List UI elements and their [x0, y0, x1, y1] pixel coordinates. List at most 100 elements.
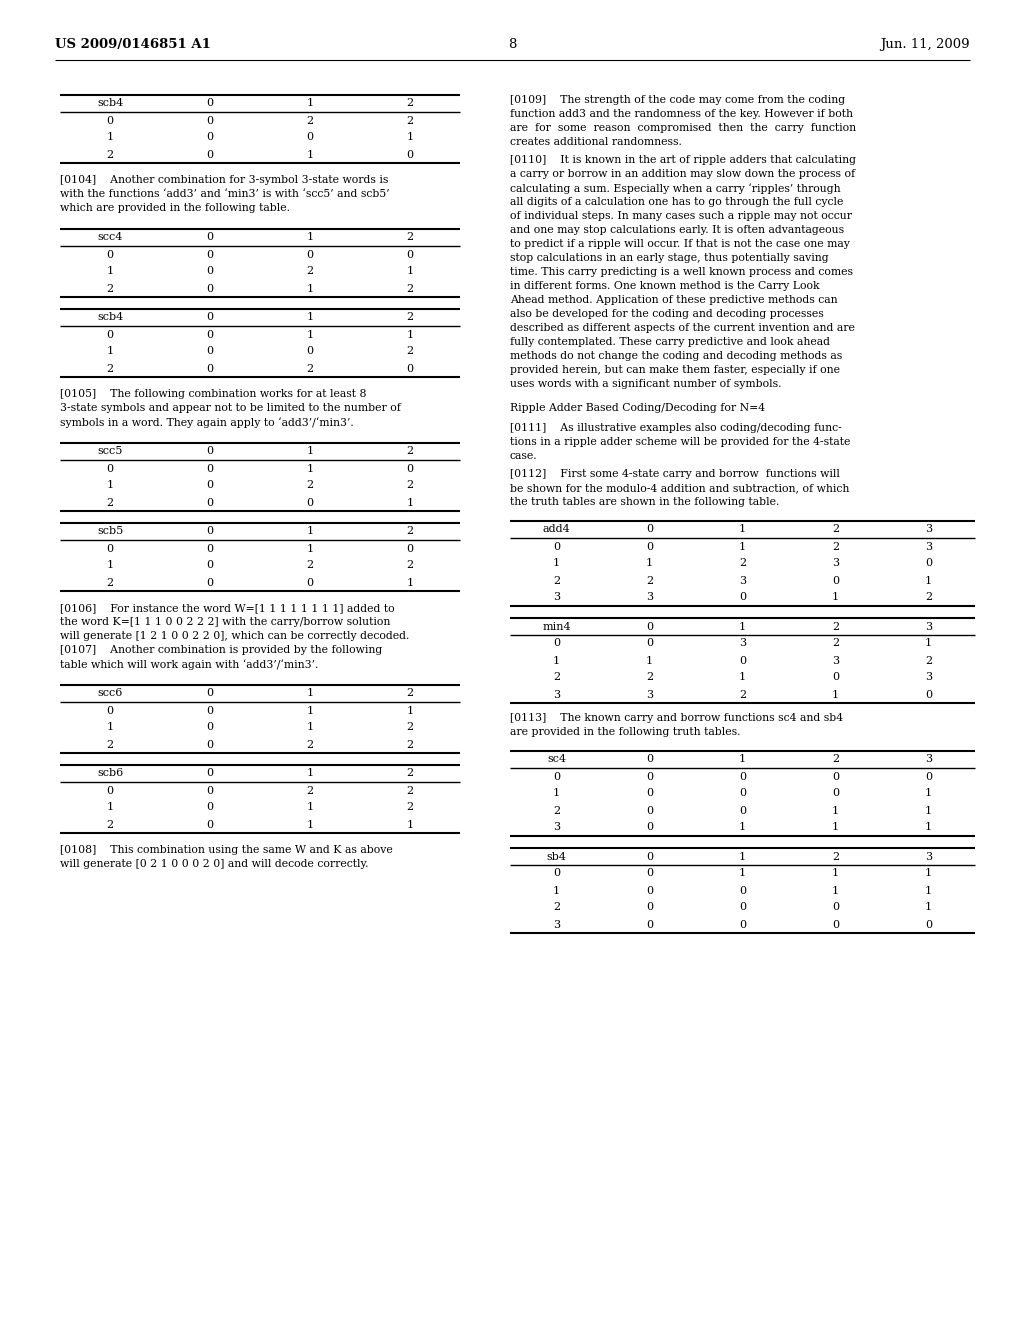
Text: provided herein, but can make them faster, especially if one: provided herein, but can make them faste… — [510, 366, 840, 375]
Text: 0: 0 — [207, 689, 214, 698]
Text: 3: 3 — [925, 672, 932, 682]
Text: 0: 0 — [207, 116, 214, 125]
Text: 8: 8 — [508, 38, 516, 51]
Text: 0: 0 — [646, 788, 653, 799]
Text: [0112]    First some 4-state carry and borrow  functions will: [0112] First some 4-state carry and borr… — [510, 469, 840, 479]
Text: 2: 2 — [925, 656, 932, 665]
Text: 0: 0 — [739, 920, 746, 929]
Text: 3: 3 — [553, 822, 560, 833]
Text: 0: 0 — [207, 346, 214, 356]
Text: function add3 and the randomness of the key. However if both: function add3 and the randomness of the … — [510, 110, 853, 119]
Text: 2: 2 — [407, 785, 414, 796]
Text: 2: 2 — [407, 803, 414, 813]
Text: 0: 0 — [207, 544, 214, 553]
Text: 1: 1 — [925, 869, 932, 879]
Text: 1: 1 — [739, 822, 746, 833]
Text: 1: 1 — [925, 639, 932, 648]
Text: 1: 1 — [407, 578, 414, 587]
Text: 1: 1 — [739, 541, 746, 552]
Text: 2: 2 — [646, 576, 653, 586]
Text: 2: 2 — [407, 313, 414, 322]
Text: 0: 0 — [831, 576, 839, 586]
Text: 2: 2 — [306, 267, 313, 276]
Text: 1: 1 — [739, 524, 746, 535]
Text: 2: 2 — [739, 689, 746, 700]
Text: to predict if a ripple will occur. If that is not the case one may: to predict if a ripple will occur. If th… — [510, 239, 850, 249]
Text: [0110]    It is known in the art of ripple adders that calculating: [0110] It is known in the art of ripple … — [510, 154, 856, 165]
Text: 0: 0 — [646, 622, 653, 631]
Text: 3: 3 — [646, 593, 653, 602]
Text: Ahead method. Application of these predictive methods can: Ahead method. Application of these predi… — [510, 294, 838, 305]
Text: the word K=[1 1 1 0 0 2 2 2] with the carry/borrow solution: the word K=[1 1 1 0 0 2 2 2] with the ca… — [60, 616, 390, 627]
Text: 0: 0 — [207, 267, 214, 276]
Text: 2: 2 — [925, 593, 932, 602]
Text: 1: 1 — [106, 267, 114, 276]
Text: 2: 2 — [831, 639, 839, 648]
Text: 1: 1 — [407, 498, 414, 507]
Text: 1: 1 — [553, 886, 560, 895]
Text: 1: 1 — [739, 622, 746, 631]
Text: 0: 0 — [831, 920, 839, 929]
Text: 0: 0 — [207, 561, 214, 570]
Text: 1: 1 — [306, 803, 313, 813]
Text: 2: 2 — [106, 149, 114, 160]
Text: 2: 2 — [306, 480, 313, 491]
Text: 1: 1 — [106, 722, 114, 733]
Text: 3: 3 — [553, 593, 560, 602]
Text: sb4: sb4 — [547, 851, 566, 862]
Text: 0: 0 — [407, 544, 414, 553]
Text: 0: 0 — [207, 527, 214, 536]
Text: 2: 2 — [407, 739, 414, 750]
Text: described as different aspects of the current invention and are: described as different aspects of the cu… — [510, 323, 855, 333]
Text: 1: 1 — [306, 527, 313, 536]
Text: 0: 0 — [739, 593, 746, 602]
Text: 0: 0 — [553, 639, 560, 648]
Text: 1: 1 — [306, 284, 313, 293]
Text: 0: 0 — [925, 920, 932, 929]
Text: 1: 1 — [646, 558, 653, 569]
Text: 0: 0 — [207, 132, 214, 143]
Text: 0: 0 — [646, 755, 653, 764]
Text: 0: 0 — [739, 656, 746, 665]
Text: 2: 2 — [831, 524, 839, 535]
Text: 1: 1 — [739, 851, 746, 862]
Text: 3: 3 — [831, 656, 839, 665]
Text: 0: 0 — [407, 149, 414, 160]
Text: 1: 1 — [739, 869, 746, 879]
Text: 2: 2 — [407, 232, 414, 243]
Text: sc4: sc4 — [547, 755, 566, 764]
Text: 0: 0 — [207, 363, 214, 374]
Text: 1: 1 — [925, 822, 932, 833]
Text: add4: add4 — [543, 524, 570, 535]
Text: 0: 0 — [306, 249, 313, 260]
Text: 0: 0 — [207, 705, 214, 715]
Text: [0111]    As illustrative examples also coding/decoding func-: [0111] As illustrative examples also cod… — [510, 422, 842, 433]
Text: and one may stop calculations early. It is often advantageous: and one may stop calculations early. It … — [510, 224, 844, 235]
Text: which are provided in the following table.: which are provided in the following tabl… — [60, 203, 290, 213]
Text: 2: 2 — [106, 739, 114, 750]
Text: 1: 1 — [306, 330, 313, 339]
Text: fully contemplated. These carry predictive and look ahead: fully contemplated. These carry predicti… — [510, 337, 830, 347]
Text: 0: 0 — [925, 558, 932, 569]
Text: 1: 1 — [925, 903, 932, 912]
Text: 0: 0 — [646, 805, 653, 816]
Text: the truth tables are shown in the following table.: the truth tables are shown in the follow… — [510, 498, 779, 507]
Text: 1: 1 — [306, 446, 313, 457]
Text: 3: 3 — [739, 639, 746, 648]
Text: 1: 1 — [306, 463, 313, 474]
Text: 3: 3 — [739, 576, 746, 586]
Text: 0: 0 — [106, 463, 114, 474]
Text: 1: 1 — [553, 788, 560, 799]
Text: 2: 2 — [831, 851, 839, 862]
Text: [0113]    The known carry and borrow functions sc4 and sb4: [0113] The known carry and borrow functi… — [510, 713, 843, 723]
Text: [0105]    The following combination works for at least 8: [0105] The following combination works f… — [60, 389, 367, 399]
Text: in different forms. One known method is the Carry Look: in different forms. One known method is … — [510, 281, 819, 290]
Text: 2: 2 — [306, 561, 313, 570]
Text: with the functions ‘add3’ and ‘min3’ is with ‘scc5’ and scb5’: with the functions ‘add3’ and ‘min3’ is … — [60, 189, 389, 199]
Text: 1: 1 — [925, 576, 932, 586]
Text: [0106]    For instance the word W=[1 1 1 1 1 1 1 1] added to: [0106] For instance the word W=[1 1 1 1 … — [60, 603, 394, 612]
Text: uses words with a significant number of symbols.: uses words with a significant number of … — [510, 379, 781, 389]
Text: 2: 2 — [739, 558, 746, 569]
Text: 1: 1 — [407, 330, 414, 339]
Text: 0: 0 — [106, 249, 114, 260]
